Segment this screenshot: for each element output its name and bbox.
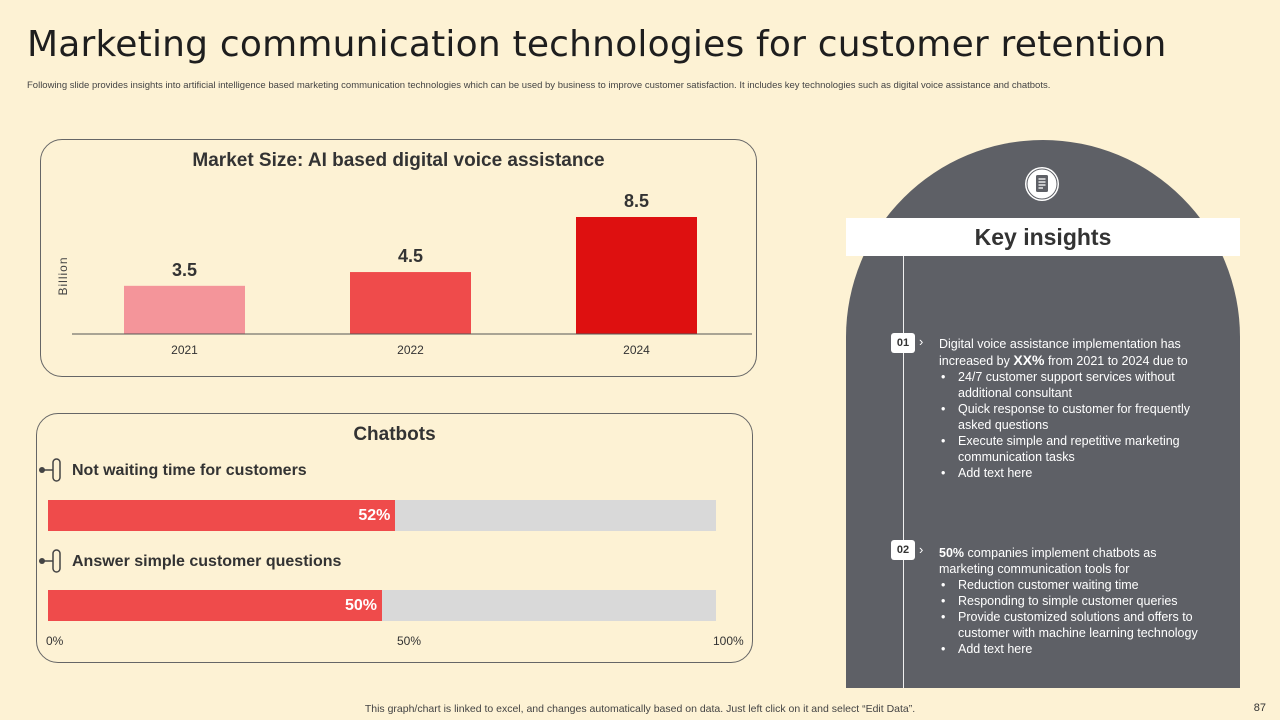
insight-bullet: Execute simple and repetitive marketing …: [941, 433, 1211, 465]
chatbot-bar-track-2: 50%: [48, 590, 716, 621]
insight-bullet: Reduction customer waiting time: [941, 577, 1211, 593]
insight-item-1: Digital voice assistance implementation …: [939, 336, 1211, 481]
bar-value-label: 3.5: [172, 260, 197, 280]
chatbots-chart-panel: Chatbots: [36, 413, 753, 663]
x-tick-label: 2024: [623, 343, 650, 357]
key-icon: [39, 549, 61, 573]
insight-number-badge: 02: [891, 540, 915, 560]
key-icon: [39, 458, 61, 482]
insight-bullet: 24/7 customer support services without a…: [941, 369, 1211, 401]
insight-bullet: Add text here: [941, 641, 1211, 657]
page-title: Marketing communication technologies for…: [27, 24, 1167, 65]
insight-bullet: Quick response to customer for frequentl…: [941, 401, 1211, 433]
market-size-bar-chart: 3.5 2021 4.5 2022 8.5 2024 Billion: [56, 191, 752, 357]
insight-bullet: Responding to simple customer queries: [941, 593, 1211, 609]
insight-bullet: Add text here: [941, 465, 1211, 481]
footer-note: This graph/chart is linked to excel, and…: [364, 703, 916, 715]
chatbot-bar-label-1: Not waiting time for customers: [72, 462, 307, 479]
bar-2022: [350, 272, 471, 334]
timeline-line: [903, 256, 904, 688]
chatbot-bar-value-2: 50%: [344, 597, 377, 614]
key-insights-title: Key insights: [846, 218, 1240, 256]
chatbot-bar-fill-2: 50%: [48, 590, 382, 621]
document-icon: [1025, 167, 1059, 201]
x-tick-0: 0%: [46, 634, 64, 648]
x-tick-label: 2021: [171, 343, 198, 357]
bar-value-label: 8.5: [624, 191, 649, 211]
market-size-chart-title: Market Size: AI based digital voice assi…: [192, 150, 605, 171]
x-tick-50: 50%: [397, 634, 422, 648]
bar-value-label: 4.5: [398, 246, 423, 266]
chatbot-bar-value-1: 52%: [358, 507, 391, 524]
bar-2024: [576, 217, 697, 334]
insight-item-2: 50% companies implement chatbots as mark…: [939, 545, 1211, 657]
chevron-right-icon: ›: [919, 334, 924, 349]
chatbot-bar-fill-1: 52%: [48, 500, 396, 531]
chatbot-bar-track-1: 52%: [48, 500, 716, 531]
insight-intro: Digital voice assistance implementation …: [939, 337, 1188, 368]
market-size-chart-panel: Market Size: AI based digital voice assi…: [40, 139, 757, 377]
insight-intro: 50% companies implement chatbots as mark…: [939, 546, 1157, 576]
page-subtitle: Following slide provides insights into a…: [27, 80, 1051, 91]
page-number: 87: [1253, 702, 1266, 714]
x-tick-label: 2022: [397, 343, 424, 357]
bar-2021: [124, 285, 245, 334]
y-axis-label: Billion: [56, 256, 70, 295]
x-tick-100: 100%: [713, 634, 744, 648]
insight-bullet: Provide customized solutions and offers …: [941, 609, 1211, 641]
chatbot-bar-label-2: Answer simple customer questions: [72, 553, 342, 570]
chatbots-chart-title: Chatbots: [353, 424, 436, 445]
insight-number-badge: 01: [891, 333, 915, 353]
chevron-right-icon: ›: [919, 542, 924, 557]
